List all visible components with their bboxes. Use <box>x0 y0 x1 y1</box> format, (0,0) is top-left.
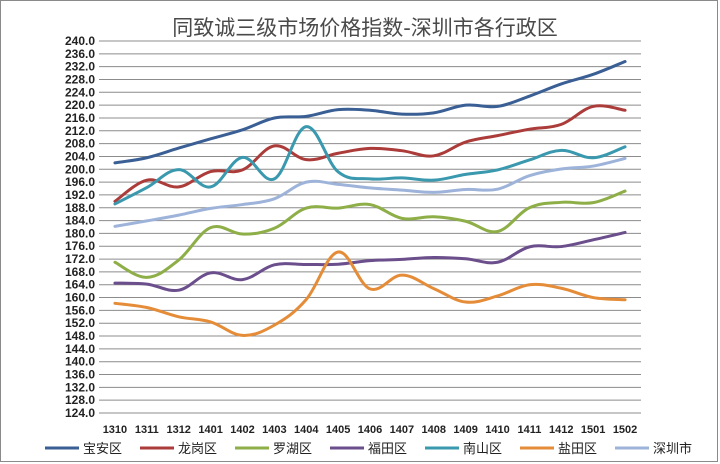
y-tick-label: 232.0 <box>65 60 95 74</box>
y-tick-label: 220.0 <box>65 98 95 112</box>
series-lines <box>113 60 627 337</box>
y-tick-label: 200.0 <box>65 162 95 176</box>
legend: 宝安区 龙岗区 罗湖区 福田区 南山区 盐田区 深圳市 <box>45 441 692 457</box>
y-tick-label: 140.0 <box>65 355 95 369</box>
series-line-4 <box>113 230 627 293</box>
x-tick-label: 1406 <box>358 424 382 436</box>
legend-label: 罗湖区 <box>273 442 312 457</box>
x-tick-label: 1310 <box>103 424 127 436</box>
legend-label: 福田区 <box>368 442 407 457</box>
y-tick-label: 236.0 <box>65 47 95 61</box>
x-tick-label: 1405 <box>326 424 350 436</box>
chart-title: 同致诚三级市场价格指数-深圳市各行政区 <box>172 16 558 40</box>
y-tick-label: 228.0 <box>65 72 95 86</box>
x-tick-label: 1312 <box>166 424 190 436</box>
y-tick-label: 184.0 <box>65 214 95 228</box>
y-tick-label: 144.0 <box>65 342 95 356</box>
x-tick-label: 1502 <box>613 424 637 436</box>
x-tick-label: 1412 <box>549 424 573 436</box>
series-line-3 <box>113 189 627 279</box>
series-line-1 <box>113 60 627 165</box>
series-line-2 <box>113 104 627 203</box>
x-tick-label: 1311 <box>135 424 159 436</box>
y-tick-label: 148.0 <box>65 329 95 343</box>
y-tick-label: 240.0 <box>65 34 95 48</box>
gridlines <box>99 40 641 414</box>
y-tick-label: 176.0 <box>65 239 95 253</box>
y-tick-label: 136.0 <box>65 368 95 382</box>
y-tick-label: 208.0 <box>65 137 95 151</box>
y-tick-label: 156.0 <box>65 303 95 317</box>
x-tick-label: 1410 <box>485 424 509 436</box>
x-tick-label: 1409 <box>453 424 477 436</box>
series-line-6 <box>113 250 627 337</box>
x-tick-label: 1404 <box>294 424 319 436</box>
x-tick-label: 1411 <box>517 424 541 436</box>
legend-label: 深圳市 <box>653 441 692 457</box>
y-tick-label: 160.0 <box>65 291 95 305</box>
x-tick-label: 1401 <box>198 424 222 436</box>
x-tick-label: 1402 <box>230 424 254 436</box>
y-tick-label: 196.0 <box>65 175 95 189</box>
y-tick-label: 172.0 <box>65 252 95 266</box>
y-tick-label: 216.0 <box>65 111 95 125</box>
series-line-5 <box>113 125 627 206</box>
x-tick-label: 1403 <box>262 424 286 436</box>
y-axis-ticks: 124.0128.0132.0136.0140.0144.0148.0152.0… <box>65 34 95 420</box>
y-tick-label: 168.0 <box>65 265 95 279</box>
y-tick-label: 204.0 <box>65 149 95 163</box>
x-tick-label: 1408 <box>422 424 446 436</box>
y-tick-label: 164.0 <box>65 278 95 292</box>
legend-label: 盐田区 <box>558 442 597 457</box>
y-tick-label: 224.0 <box>65 85 95 99</box>
x-tick-label: 1407 <box>390 424 414 436</box>
y-tick-label: 128.0 <box>65 393 95 407</box>
y-tick-label: 212.0 <box>65 124 95 138</box>
y-tick-label: 132.0 <box>65 380 95 394</box>
y-tick-label: 192.0 <box>65 188 95 202</box>
y-tick-label: 180.0 <box>65 226 95 240</box>
legend-label: 龙岗区 <box>178 442 217 457</box>
x-axis-ticks: 1310 1311 1312 1401 1402 1403 1404 1405 1406 1407… <box>103 424 638 436</box>
x-tick-label: 1501 <box>581 424 605 436</box>
series-line-7 <box>113 156 627 228</box>
legend-label: 宝安区 <box>83 442 122 457</box>
y-tick-label: 124.0 <box>65 406 95 420</box>
y-tick-label: 152.0 <box>65 316 95 330</box>
y-tick-label: 188.0 <box>65 201 95 215</box>
legend-label: 南山区 <box>463 441 502 457</box>
